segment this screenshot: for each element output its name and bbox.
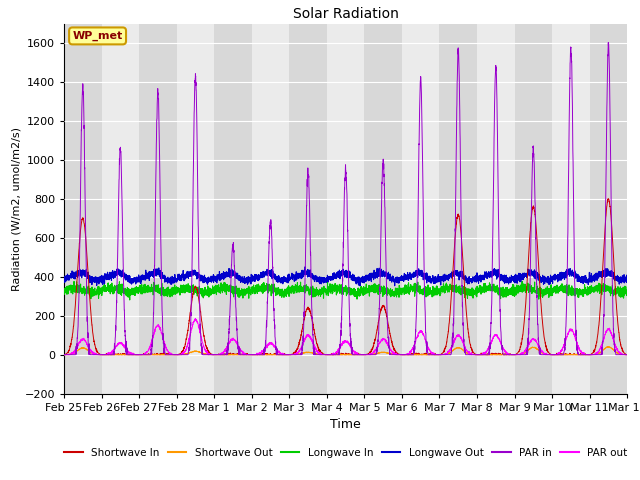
Y-axis label: Radiation (W/m2, umol/m2/s): Radiation (W/m2, umol/m2/s) [12,127,22,291]
Bar [102,24,139,394]
Title: Solar Radiation: Solar Radiation [292,8,399,22]
Bar [177,24,214,394]
Bar [552,24,589,394]
Bar [327,24,364,394]
Bar [139,24,177,394]
X-axis label: Time: Time [330,418,361,431]
Text: WP_met: WP_met [72,31,123,41]
Legend: Shortwave In, Shortwave Out, Longwave In, Longwave Out, PAR in, PAR out: Shortwave In, Shortwave Out, Longwave In… [60,444,632,462]
Bar [214,24,252,394]
Bar [289,24,327,394]
Bar [515,24,552,394]
Bar [440,24,477,394]
Bar [364,24,402,394]
Bar [589,24,627,394]
Bar [64,24,102,394]
Bar [477,24,515,394]
Bar [252,24,289,394]
Bar [402,24,440,394]
